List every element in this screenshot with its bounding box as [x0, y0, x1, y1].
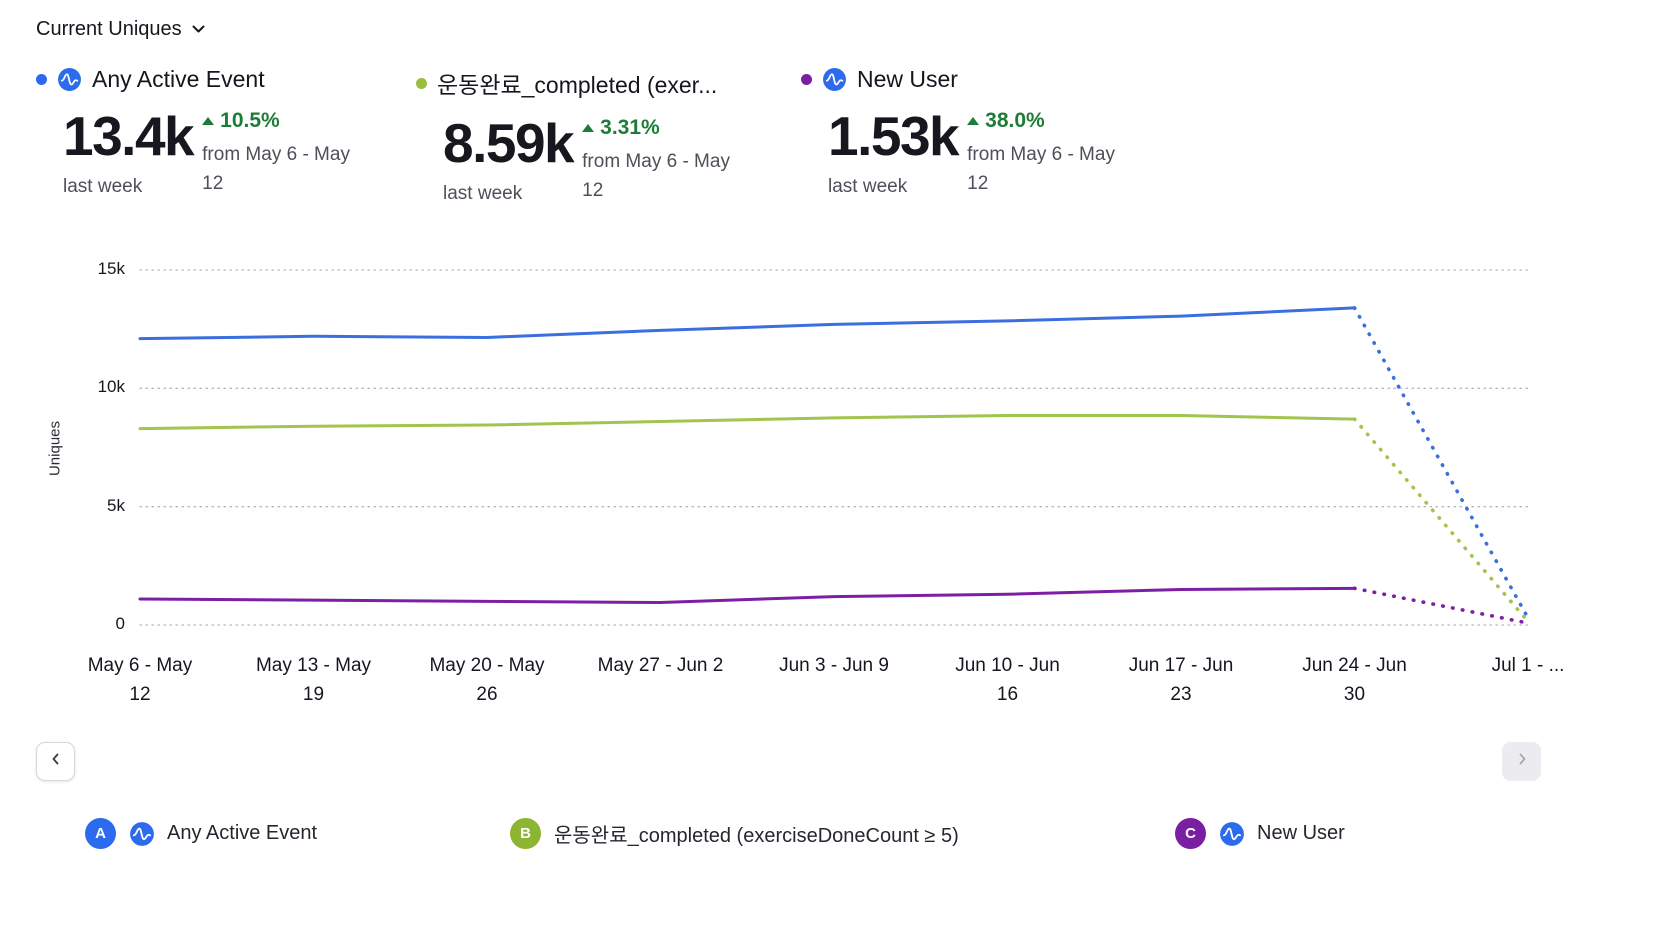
series-color-dot [36, 74, 47, 85]
metric-value: 13.4k [63, 105, 195, 167]
change-up-arrow-icon [202, 117, 215, 125]
change-percent: 10.5% [220, 109, 280, 132]
metric-period: last week [828, 176, 908, 197]
chevron-right-icon [1514, 751, 1530, 772]
change-percent: 38.0% [985, 109, 1045, 132]
x-axis-label: Jun 10 - Jun 16 [955, 655, 1060, 705]
metric-exercise-completed: 운동완료_completed (exer... 8.59k last week … [416, 66, 801, 205]
event-waveform-icon [1219, 821, 1244, 846]
series-line-partial-week[interactable] [1352, 586, 1530, 625]
metric-value: 8.59k [443, 112, 575, 174]
x-axis-label: May 13 - May 19 [255, 655, 372, 705]
metric-type-label: Current Uniques [36, 18, 182, 40]
y-axis-tick-label: 15k [97, 259, 125, 278]
x-axis-label: Jul 1 - ... [1491, 655, 1565, 676]
series-label: New User [857, 66, 958, 92]
series-color-dot [801, 74, 812, 85]
change-note: from May 6 - May 12 [202, 144, 350, 194]
series-header-b[interactable]: 운동완료_completed (exer... [416, 66, 801, 100]
chart-legend: A Any Active Event B 운동완료_completed (exe… [0, 812, 1662, 874]
metric-type-dropdown[interactable]: Current Uniques [36, 18, 206, 41]
metric-any-active-event: Any Active Event 13.4k last week 10.5% f… [36, 66, 416, 205]
y-axis-tick-label: 5k [107, 495, 125, 515]
series-line[interactable] [138, 586, 1356, 605]
metrics-row: Any Active Event 13.4k last week 10.5% f… [36, 66, 1642, 205]
legend-badge-b: B [510, 818, 541, 849]
page-previous-button[interactable] [36, 742, 75, 781]
change-up-arrow-icon [967, 117, 980, 125]
x-axis-label: Jun 17 - Jun 23 [1128, 655, 1234, 705]
chart-plot-area[interactable] [0, 248, 1662, 718]
legend-item-c[interactable]: C New User [1175, 818, 1345, 849]
metric-period: last week [63, 176, 143, 197]
page-next-button[interactable] [1502, 742, 1541, 781]
series-line[interactable] [138, 306, 1356, 341]
metric-new-user: New User 1.53k last week 38.0% from May … [801, 66, 1181, 205]
x-axis-label: Jun 3 - Jun 9 [779, 655, 889, 676]
event-waveform-icon [822, 67, 847, 92]
series-label: 운동완료_completed (exer... [437, 72, 718, 98]
x-axis-label: Jun 24 - Jun 30 [1302, 655, 1407, 705]
series-line-partial-week[interactable] [1352, 417, 1530, 624]
line-chart[interactable]: Uniques 0 5k 10k 15k May 6 - May 12 May 13 -… [0, 248, 1662, 718]
legend-badge-a: A [85, 818, 116, 849]
series-line[interactable] [138, 414, 1356, 431]
metric-period: last week [443, 183, 523, 204]
series-line-partial-week[interactable] [1352, 306, 1530, 620]
legend-label: 운동완료_completed (exerciseDoneCount ≥ 5) [554, 825, 959, 847]
x-axis-label: May 20 - May 26 [429, 655, 545, 705]
x-axis-label: May 27 - Jun 2 [597, 655, 724, 676]
change-note: from May 6 - May 12 [582, 151, 730, 201]
series-color-dot [416, 77, 427, 89]
change-up-arrow-icon [582, 124, 595, 132]
y-axis-tick-label: 0 [115, 614, 125, 633]
legend-badge-c: C [1175, 818, 1206, 849]
metric-value: 1.53k [828, 105, 960, 167]
change-percent: 3.31% [600, 116, 660, 139]
series-label: Any Active Event [92, 66, 265, 92]
legend-item-b[interactable]: B 운동완료_completed (exerciseDoneCount ≥ 5) [510, 818, 959, 849]
chevron-left-icon [48, 751, 64, 772]
event-waveform-icon [57, 67, 82, 92]
series-header-a[interactable]: Any Active Event [36, 66, 416, 93]
legend-label: Any Active Event [167, 822, 318, 844]
series-header-c[interactable]: New User [801, 66, 1181, 93]
legend-item-a[interactable]: A Any Active Event [85, 818, 317, 849]
legend-label: New User [1257, 822, 1345, 844]
y-axis-tick-label: 10k [97, 377, 125, 397]
event-waveform-icon [129, 821, 154, 846]
chevron-down-icon [191, 20, 206, 40]
x-axis-label: May 6 - May 12 [87, 655, 193, 705]
change-note: from May 6 - May 12 [967, 144, 1115, 194]
